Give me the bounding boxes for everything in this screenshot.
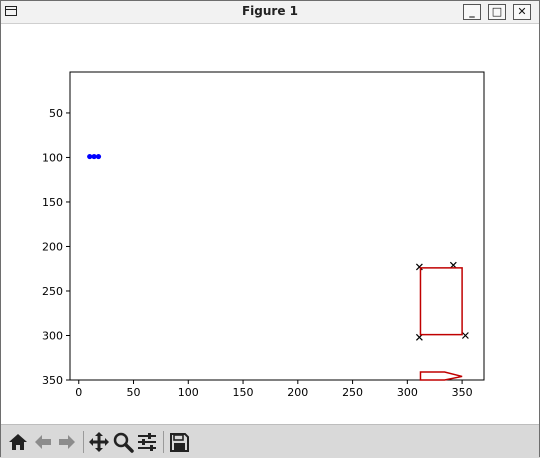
x-marker-stroke <box>415 263 423 271</box>
forward-icon[interactable] <box>56 431 78 453</box>
x-marker-point <box>461 332 469 339</box>
y-tick-label: 350 <box>42 374 63 387</box>
zoom-icon[interactable] <box>112 431 134 453</box>
navigation-toolbar <box>1 424 539 458</box>
maximize-button[interactable]: □ <box>488 4 506 20</box>
x-marker-stroke <box>461 332 469 339</box>
x-marker-point <box>415 263 423 271</box>
y-tick-label: 250 <box>42 285 63 298</box>
x-tick-label: 250 <box>342 386 363 399</box>
window-title: Figure 1 <box>241 4 299 18</box>
blue-dot-point <box>95 153 102 160</box>
toolbar-separator <box>83 431 84 453</box>
red-outline-shape <box>419 371 463 381</box>
y-tick-label: 300 <box>42 329 63 342</box>
red-outline-shape <box>419 267 463 336</box>
minimize-button[interactable]: _ <box>463 4 481 20</box>
close-button[interactable]: ✕ <box>513 4 531 20</box>
blue-dot-point <box>87 153 93 160</box>
window-icon[interactable] <box>5 6 17 16</box>
x-tick-label: 100 <box>178 386 199 399</box>
x-tick-label: 0 <box>75 386 82 399</box>
x-tick-label: 300 <box>397 386 418 399</box>
blue-dot-point <box>91 153 97 160</box>
save-icon[interactable] <box>168 431 190 453</box>
x-tick-label: 200 <box>287 386 308 399</box>
configure-subplots-icon[interactable] <box>136 431 158 453</box>
back-icon[interactable] <box>32 431 54 453</box>
title-bar[interactable]: Figure 1 _ □ ✕ <box>1 1 539 24</box>
figure-canvas[interactable]: 0 50 100 150 200 250 300 350 50 100 150 200 250 300 35… <box>1 24 539 424</box>
x-tick-label: 50 <box>127 386 141 399</box>
plot-svg: 0 50 100 150 200 250 300 350 50 100 150 200 250 300 35… <box>42 71 485 399</box>
y-tick-label: 200 <box>42 240 63 253</box>
x-tick-label: 350 <box>452 386 473 399</box>
axes-frame <box>69 71 485 381</box>
pan-icon[interactable] <box>88 431 110 453</box>
home-icon[interactable] <box>7 431 29 453</box>
y-tick-label: 50 <box>49 107 63 120</box>
y-tick-label: 100 <box>42 151 63 164</box>
toolbar-separator <box>163 431 164 453</box>
x-tick-label: 150 <box>233 386 254 399</box>
y-tick-label: 150 <box>42 196 63 209</box>
